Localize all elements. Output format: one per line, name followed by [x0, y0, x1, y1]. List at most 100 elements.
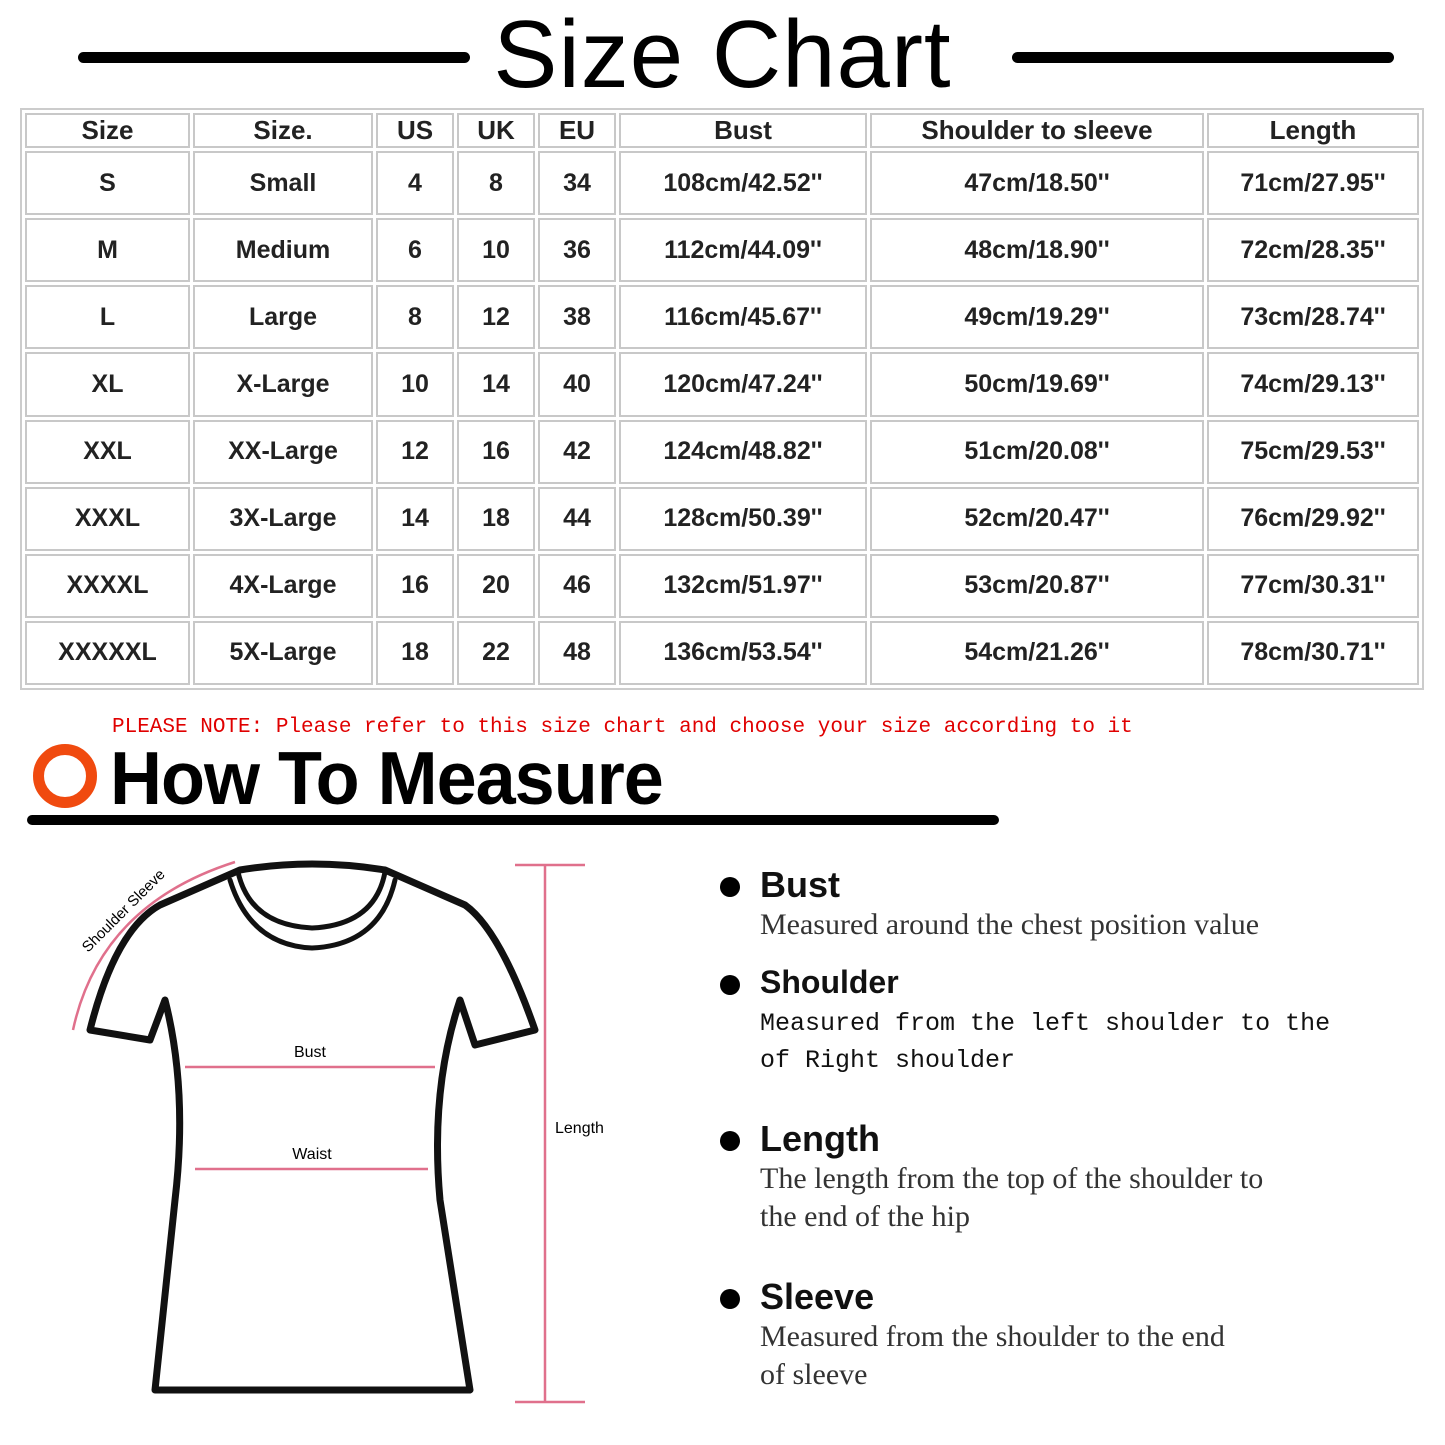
table-cell: 112cm/44.09'' — [619, 218, 867, 283]
table-cell: 77cm/30.31'' — [1207, 553, 1419, 618]
measure-shoulder: Shoulder Measured from the left shoulder… — [720, 964, 1330, 1079]
page-title: Size Chart — [493, 1, 952, 108]
measure-text: the end of the hip — [760, 1200, 970, 1233]
column-header: EU — [538, 113, 616, 148]
table-row: L Large 8 12 38 116cm/45.67'' 49cm/19.29'' 73cm… — [25, 285, 1419, 350]
column-header: Length — [1207, 113, 1419, 148]
column-header: US — [376, 113, 454, 148]
table-cell: 51cm/20.08'' — [870, 419, 1204, 484]
table-cell: 72cm/28.35'' — [1207, 218, 1419, 283]
table-cell: 16 — [376, 553, 454, 618]
table-cell: 18 — [457, 486, 535, 551]
measure-title: Shoulder — [720, 964, 1330, 1001]
table-cell: 36 — [538, 218, 616, 283]
size-note: PLEASE NOTE: Please refer to this size c… — [112, 716, 1133, 739]
table-row: XXXXL 4X-Large 16 20 46 132cm/51.97'' 53cm/20.… — [25, 553, 1419, 618]
table-cell: 6 — [376, 218, 454, 283]
column-header: Size. — [193, 113, 373, 148]
table-row: M Medium 6 10 36 112cm/44.09'' 48cm/18.90'' 72c… — [25, 218, 1419, 283]
title-rule-right — [1012, 52, 1394, 63]
column-header: UK — [457, 113, 535, 148]
table-cell: 20 — [457, 553, 535, 618]
table-cell: 132cm/51.97'' — [619, 553, 867, 618]
table-cell: 120cm/47.24'' — [619, 352, 867, 417]
column-header: Size — [25, 113, 190, 148]
table-cell: 76cm/29.92'' — [1207, 486, 1419, 551]
how-to-measure-heading: How To Measure — [110, 737, 664, 821]
table-cell: XXL — [25, 419, 190, 484]
table-cell: Large — [193, 285, 373, 350]
table-cell: XX-Large — [193, 419, 373, 484]
table-cell: 75cm/29.53'' — [1207, 419, 1419, 484]
table-cell: 38 — [538, 285, 616, 350]
title-rule-left — [78, 52, 470, 63]
table-cell: 52cm/20.47'' — [870, 486, 1204, 551]
waist-label: Waist — [292, 1146, 332, 1163]
table-row: XL X-Large 10 14 40 120cm/47.24'' 50cm/19.69''… — [25, 352, 1419, 417]
table-cell: 12 — [457, 285, 535, 350]
table-cell: 116cm/45.67'' — [619, 285, 867, 350]
table-cell: 22 — [457, 620, 535, 685]
measure-text: Measured from the left shoulder to the — [760, 1009, 1331, 1038]
table-cell: 8 — [376, 285, 454, 350]
table-cell: 128cm/50.39'' — [619, 486, 867, 551]
table-cell: 14 — [457, 352, 535, 417]
measure-text: of Right shoulder — [760, 1046, 1016, 1075]
table-cell: 54cm/21.26'' — [870, 620, 1204, 685]
measure-length: Length The length from the top of the sh… — [720, 1118, 1263, 1236]
table-cell: 48 — [538, 620, 616, 685]
table-cell: 48cm/18.90'' — [870, 218, 1204, 283]
measure-text: Measured from the shoulder to the end — [760, 1320, 1225, 1353]
table-cell: 47cm/18.50'' — [870, 151, 1204, 216]
table-cell: 42 — [538, 419, 616, 484]
table-cell: 49cm/19.29'' — [870, 285, 1204, 350]
table-cell: 18 — [376, 620, 454, 685]
tshirt-diagram: Bust Waist Length Shoulder Sleeve — [71, 860, 604, 1404]
table-cell: 5X-Large — [193, 620, 373, 685]
table-cell: 124cm/48.82'' — [619, 419, 867, 484]
table-cell: 3X-Large — [193, 486, 373, 551]
table-cell: 34 — [538, 151, 616, 216]
table-cell: Small — [193, 151, 373, 216]
column-header: Bust — [619, 113, 867, 148]
table-cell: X-Large — [193, 352, 373, 417]
table-row: XXL XX-Large 12 16 42 124cm/48.82'' 51cm/20.08… — [25, 419, 1419, 484]
measure-bust: Bust Measured around the chest position … — [720, 864, 1259, 944]
table-cell: 14 — [376, 486, 454, 551]
table-cell: XXXXL — [25, 553, 190, 618]
table-cell: 50cm/19.69'' — [870, 352, 1204, 417]
table-row: S Small 4 8 34 108cm/42.52'' 47cm/18.50'' 71cm/… — [25, 151, 1419, 216]
measure-text: of sleeve — [760, 1358, 868, 1391]
tshirt-collar — [235, 869, 388, 931]
table-cell: 4 — [376, 151, 454, 216]
table-cell: 44 — [538, 486, 616, 551]
table-cell: 71cm/27.95'' — [1207, 151, 1419, 216]
table-cell: 16 — [457, 419, 535, 484]
table-row: XXXXXL 5X-Large 18 22 48 136cm/53.54'' 54cm/21… — [25, 620, 1419, 685]
table-cell: XXXL — [25, 486, 190, 551]
table-cell: 108cm/42.52'' — [619, 151, 867, 216]
measure-title: Sleeve — [720, 1276, 1225, 1318]
measure-text: The length from the top of the shoulder … — [760, 1162, 1264, 1195]
table-cell: 8 — [457, 151, 535, 216]
table-cell: 136cm/53.54'' — [619, 620, 867, 685]
ring-icon — [33, 744, 97, 808]
table-cell: 4X-Large — [193, 553, 373, 618]
measure-text: Measured around the chest position value — [760, 908, 1260, 941]
table-cell: XL — [25, 352, 190, 417]
table-cell: 78cm/30.71'' — [1207, 620, 1419, 685]
table-cell: M — [25, 218, 190, 283]
size-table: Size Size. US UK EU Bust Shoulder to sleeve Len… — [20, 108, 1424, 690]
shoulder-sleeve-line — [71, 860, 236, 1031]
measure-title: Length — [720, 1118, 1263, 1160]
measure-sleeve: Sleeve Measured from the shoulder to the… — [720, 1276, 1225, 1394]
table-cell: L — [25, 285, 190, 350]
bust-label: Bust — [294, 1044, 327, 1061]
table-header-row: Size Size. US UK EU Bust Shoulder to sleeve Len… — [25, 113, 1419, 148]
table-cell: 73cm/28.74'' — [1207, 285, 1419, 350]
tshirt-outline — [86, 860, 539, 1394]
table-cell: 12 — [376, 419, 454, 484]
how-to-rule — [27, 815, 999, 825]
measure-title: Bust — [720, 864, 1259, 906]
table-row: XXXL 3X-Large 14 18 44 128cm/50.39'' 52cm/20.4… — [25, 486, 1419, 551]
